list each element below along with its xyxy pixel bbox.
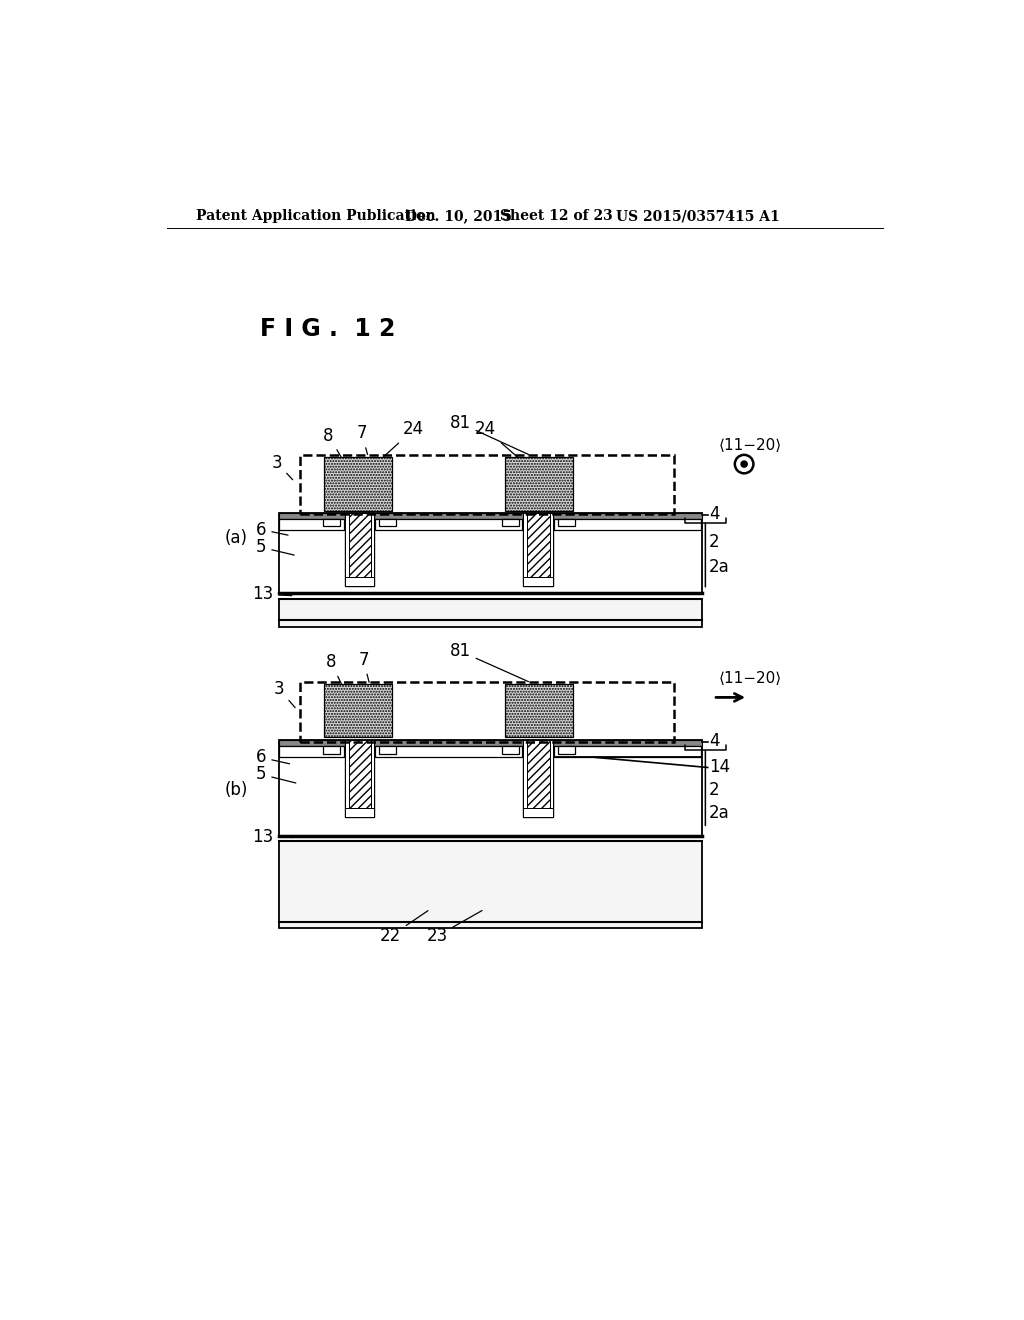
Bar — [345, 739, 375, 817]
Bar — [300, 682, 675, 742]
Bar — [554, 519, 700, 529]
Bar — [558, 746, 575, 754]
Text: 22: 22 — [380, 911, 428, 945]
Bar — [280, 512, 701, 594]
Bar — [554, 746, 700, 756]
Bar — [280, 746, 344, 756]
Text: 81: 81 — [450, 414, 528, 454]
Bar — [345, 808, 375, 817]
Text: 2a: 2a — [710, 557, 730, 576]
Text: ⟨11−20⟩: ⟨11−20⟩ — [719, 671, 781, 685]
Text: 2: 2 — [710, 533, 720, 550]
Bar — [345, 512, 375, 586]
Bar — [379, 519, 396, 527]
Text: 81: 81 — [450, 643, 528, 681]
Text: (b): (b) — [225, 781, 248, 799]
Bar — [345, 577, 375, 586]
Text: 7: 7 — [356, 424, 368, 454]
Bar — [324, 457, 391, 511]
Circle shape — [741, 461, 748, 467]
Bar — [280, 841, 701, 928]
Bar — [523, 577, 554, 586]
Text: 24: 24 — [383, 421, 424, 457]
Bar — [502, 519, 518, 527]
Bar — [523, 512, 527, 578]
Bar — [345, 512, 349, 578]
Bar — [558, 519, 575, 527]
Bar — [324, 519, 340, 527]
Text: 7: 7 — [358, 651, 369, 682]
Bar — [345, 739, 349, 809]
Bar — [527, 739, 550, 808]
Bar — [349, 739, 371, 808]
Text: 24: 24 — [475, 421, 517, 457]
Bar — [280, 512, 701, 519]
Bar — [280, 739, 701, 746]
Text: Patent Application Publication: Patent Application Publication — [197, 209, 436, 223]
Text: 6: 6 — [256, 748, 290, 767]
Bar — [523, 808, 554, 817]
Text: F I G .  1 2: F I G . 1 2 — [260, 317, 395, 342]
Bar — [506, 457, 572, 511]
Text: 3: 3 — [273, 680, 295, 708]
Text: 23: 23 — [426, 911, 482, 945]
Text: 4: 4 — [710, 506, 720, 523]
Bar — [371, 739, 375, 809]
Bar — [550, 739, 554, 809]
Text: 2: 2 — [710, 781, 720, 799]
Bar — [506, 684, 572, 738]
Bar — [375, 746, 522, 756]
Bar — [523, 512, 554, 586]
Bar — [300, 455, 675, 515]
Text: 4: 4 — [710, 733, 720, 750]
Bar — [502, 746, 518, 754]
Bar — [527, 512, 550, 577]
Text: 6: 6 — [256, 520, 288, 539]
Bar — [550, 512, 554, 578]
Bar — [280, 519, 344, 529]
Text: Dec. 10, 2015: Dec. 10, 2015 — [406, 209, 512, 223]
Text: 13: 13 — [252, 828, 294, 846]
Text: 3: 3 — [271, 454, 293, 479]
Text: 13: 13 — [252, 585, 292, 603]
Text: 2a: 2a — [710, 804, 730, 822]
Bar — [349, 512, 371, 577]
Text: 14: 14 — [710, 758, 730, 776]
Bar — [324, 746, 340, 754]
Bar — [523, 739, 554, 817]
Text: 8: 8 — [326, 653, 342, 685]
Bar — [371, 512, 375, 578]
Bar — [523, 739, 527, 809]
Text: 8: 8 — [324, 426, 342, 458]
Text: Sheet 12 of 23: Sheet 12 of 23 — [500, 209, 612, 223]
Bar — [280, 739, 701, 836]
Bar — [379, 746, 396, 754]
Text: US 2015/0357415 A1: US 2015/0357415 A1 — [616, 209, 780, 223]
Bar — [375, 519, 522, 529]
Bar — [280, 599, 701, 627]
Text: 5: 5 — [256, 539, 294, 556]
Text: ⟨11−20⟩: ⟨11−20⟩ — [719, 438, 781, 453]
Text: (a): (a) — [225, 529, 248, 546]
Text: 5: 5 — [256, 766, 296, 783]
Bar — [324, 684, 391, 738]
